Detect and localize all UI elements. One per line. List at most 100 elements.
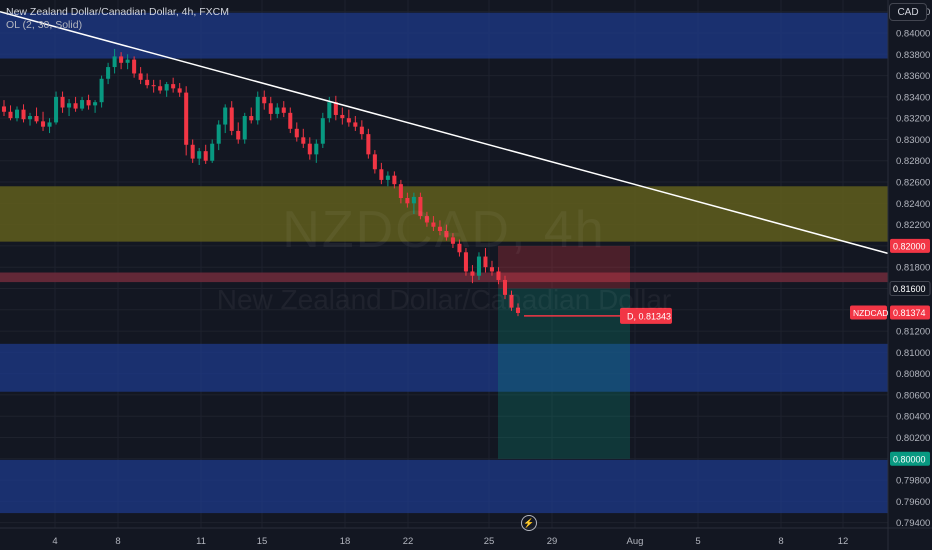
candle-body [411,196,416,204]
candle-body [346,118,351,123]
candle-body [255,96,260,121]
candle-body [145,79,150,86]
candle-body [509,294,514,308]
candle-body [106,67,111,79]
y-tick-label: 0.83400 [896,92,930,103]
candle-body [450,237,455,244]
candle-body [112,56,117,68]
candle-body [385,175,390,180]
y-tick-label: 0.80200 [896,433,930,444]
y-tick-label: 0.80800 [896,369,930,380]
candle-body [444,231,449,238]
watermark-name: New Zealand Dollar/Canadian Dollar [216,284,672,315]
candle-body [60,96,65,108]
candle-body [93,102,98,106]
candle-body [294,128,299,138]
candle-body [177,88,182,93]
candle-body [151,85,156,87]
candle-body [398,184,403,198]
candle-body [457,243,462,253]
x-tick-label: 8 [115,536,120,547]
candle-body [132,59,137,74]
bid-label-box [620,307,672,324]
y-tick-label: 0.84000 [896,29,930,40]
zone-level [0,272,888,283]
zone-supply [0,186,888,242]
price-label-box [890,451,930,466]
currency-button[interactable]: CAD [889,3,927,21]
price-label-text: 0.81600 [893,284,926,294]
zone-demand [0,343,888,392]
candle-body [171,84,176,89]
candle-body [184,92,189,145]
candle-body [359,126,364,135]
x-tick-label: 18 [340,536,351,547]
y-tick-label: 0.80400 [896,412,930,423]
x-tick-label: 4 [52,536,57,547]
price-label-text: 0.82000 [893,241,926,251]
candle-body [372,154,377,170]
y-tick-label: 0.82600 [896,178,930,189]
candle-body [424,216,429,223]
zone-supply [0,12,888,59]
candle-body [379,169,384,180]
zone-demand [0,459,888,514]
candle-body [489,267,494,272]
candle-body [281,107,286,113]
candle-body [275,107,280,114]
candle-body [314,143,319,155]
candle-body [437,226,442,231]
indicator-label[interactable]: OL (2, 30, Solid) [6,19,83,31]
symbol-tag [850,305,887,320]
y-tick-label: 0.82800 [896,156,930,167]
candle-body [1,106,7,112]
candle-body [262,96,267,104]
candle-body [197,151,202,159]
bid-label-text: D, 0.81343 [627,311,671,321]
y-tick-label: 0.81200 [896,327,930,338]
y-tick-label: 0.83600 [896,71,930,82]
candle-body [210,143,215,161]
candle-body [431,222,436,227]
y-tick-label: 0.83000 [896,135,930,146]
candle-body [340,114,345,119]
y-tick-label: 0.80600 [896,390,930,401]
watermark-symbol: NZDCAD, 4h [282,201,606,259]
candle-body [8,111,13,119]
x-tick-label: 12 [838,536,849,547]
candle-body [333,102,338,115]
candle-body [34,116,39,122]
y-tick-label: 0.81800 [896,263,930,274]
candle-body [463,252,468,272]
x-tick-label: Aug [627,536,644,547]
position-target-area [498,288,630,459]
candle-body [80,100,85,109]
candle-body [327,102,332,119]
candle-body [190,144,195,159]
y-tick-label: 0.79800 [896,476,930,487]
candle-body [288,112,293,129]
price-label-box [889,280,931,296]
candle-body [236,130,241,140]
candle-body [405,198,410,204]
candle-body [164,84,169,91]
candle-body [54,96,59,123]
candle-body [203,151,208,161]
price-label-text: 0.80000 [893,454,926,464]
candle-body [301,137,306,144]
x-tick-label: 11 [196,536,206,547]
candle-body [119,56,124,63]
candle-body [366,134,371,155]
candle-body [73,103,78,109]
candle-body [496,271,501,280]
y-tick-label: 0.82400 [896,199,930,210]
candle-body [392,175,397,185]
lightning-icon[interactable]: ⚡ [521,515,537,531]
position-stop-area [498,245,630,289]
candle-body [125,59,130,63]
candle-body [353,122,358,127]
y-tick-label: 0.82200 [896,220,930,231]
price-label-box [890,305,930,320]
price-label-box [890,238,930,253]
